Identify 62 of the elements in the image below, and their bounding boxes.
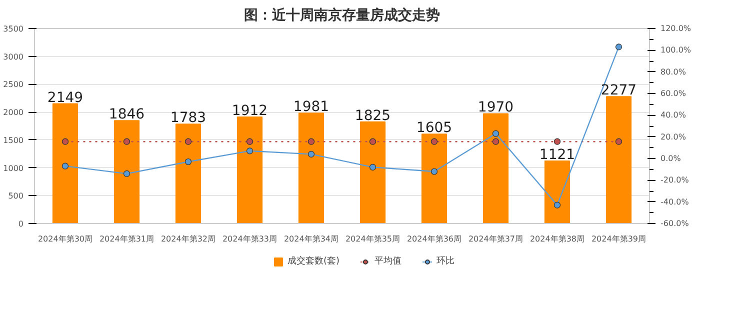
y-tick-label: 3500 [3, 24, 24, 34]
chart-title: 图：近十周南京存量房成交走势 [244, 6, 440, 24]
y2-tick-label: 20.0% [660, 132, 686, 142]
x-tick-label: 2024年第38周 [530, 234, 585, 244]
y-tick-label: 1000 [3, 164, 24, 173]
point [184, 158, 192, 166]
point [123, 170, 130, 177]
data-label: 2149 [47, 90, 84, 106]
bar [421, 134, 448, 224]
x-tick-label: 2024年第36周 [406, 234, 462, 244]
data-label: 1981 [293, 99, 330, 116]
x-tick-label: 2024年第32周 [160, 234, 216, 244]
x-tick-label: 2024年第30周 [38, 234, 93, 244]
x-tick-label: 2024年第34周 [284, 234, 339, 244]
x-tick-label: 2024年第39周 [591, 234, 646, 244]
data-label: 1912 [232, 102, 268, 119]
point [430, 168, 438, 175]
data-label: 1605 [416, 120, 452, 136]
x-tick-label: 2024年第35周 [345, 234, 400, 244]
y2-tick-label: 0.0% [660, 154, 682, 163]
y-tick-label: 2500 [3, 80, 24, 90]
y2-tick-label: -60.0% [660, 219, 690, 228]
data-label: 1121 [539, 147, 576, 164]
bar [482, 113, 509, 224]
data-label: 1846 [108, 106, 145, 123]
y2-tick-label: 80.0% [660, 67, 686, 76]
y-tick-label: 0 [18, 220, 24, 228]
x-tick-label: 2024年第31周 [99, 234, 154, 244]
legend-label: 成交套数(套) [287, 255, 340, 268]
data-label: 1825 [354, 108, 391, 124]
bar [606, 96, 632, 224]
y2-tick-label: -40.0% [660, 197, 690, 206]
bar [298, 112, 324, 224]
y2-tick-label: 60.0% [660, 89, 686, 98]
bar [114, 120, 140, 224]
bar [360, 121, 386, 224]
legend-label: 平均值 [374, 255, 402, 268]
point [492, 130, 500, 137]
y2-tick-label: 40.0% [660, 110, 686, 120]
y-tick-label: 500 [8, 192, 24, 201]
data-label: 2277 [600, 82, 637, 99]
point [246, 148, 254, 154]
point [62, 162, 69, 170]
y2-tick-label: -20.0% [660, 176, 690, 185]
y-tick-label: 2000 [3, 108, 24, 118]
y-tick-label: 1500 [3, 136, 24, 145]
point [615, 44, 622, 50]
bar [544, 160, 570, 224]
bar [175, 124, 202, 224]
legend-label: 环比 [436, 255, 456, 268]
x-tick-label: 2024年第37周 [468, 234, 524, 244]
bar [236, 116, 263, 224]
data-label: 1970 [478, 100, 514, 116]
y-tick-label: 3000 [3, 52, 24, 62]
bar [52, 103, 78, 224]
data-label: 1783 [170, 110, 206, 126]
point [308, 150, 315, 158]
y2-tick-label: 120.0% [660, 24, 692, 33]
point [369, 164, 376, 170]
x-tick-label: 2024年第33周 [222, 234, 278, 244]
y2-tick-label: 100.0% [660, 46, 692, 55]
point [554, 202, 561, 208]
